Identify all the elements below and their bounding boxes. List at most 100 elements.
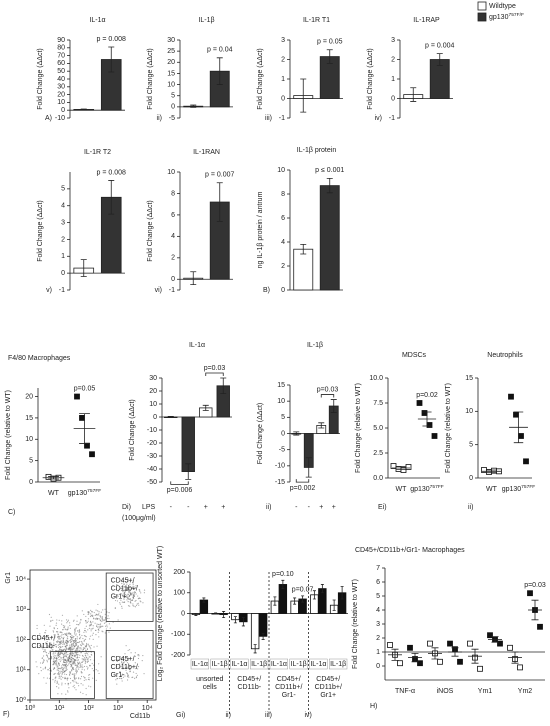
event-dot bbox=[83, 658, 85, 660]
event-dot bbox=[51, 636, 53, 638]
event-dot bbox=[55, 659, 57, 662]
p-value: p=0.03 bbox=[204, 365, 226, 372]
y-tick-label: 5 bbox=[469, 442, 473, 449]
event-dot bbox=[50, 616, 52, 618]
event-dot bbox=[96, 625, 98, 627]
event-dot bbox=[66, 640, 68, 642]
p-value: p = 0.007 bbox=[205, 172, 234, 179]
data-point bbox=[523, 458, 529, 465]
event-dot bbox=[64, 670, 66, 672]
event-dot bbox=[121, 607, 123, 609]
event-dot bbox=[62, 663, 64, 665]
event-dot bbox=[79, 636, 82, 638]
event-dot bbox=[76, 657, 78, 659]
event-dot bbox=[82, 660, 84, 662]
legend-label: gp130757F/F bbox=[489, 12, 524, 21]
data-point bbox=[537, 623, 543, 630]
event-dot bbox=[57, 669, 59, 672]
event-dot bbox=[96, 645, 98, 647]
event-dot bbox=[83, 640, 85, 642]
y-tick-label: 5 bbox=[61, 186, 65, 193]
event-dot bbox=[102, 631, 104, 633]
event-dot bbox=[126, 589, 128, 591]
event-dot bbox=[99, 627, 101, 629]
error-bar bbox=[330, 399, 337, 413]
event-dot bbox=[142, 654, 144, 657]
event-dot bbox=[97, 614, 99, 616]
y-tick-label: 5 bbox=[281, 414, 285, 421]
y-tick-label: 0 bbox=[61, 270, 65, 277]
event-dot bbox=[59, 677, 61, 679]
event-dot bbox=[122, 585, 124, 587]
event-dot bbox=[86, 642, 88, 645]
error-bar bbox=[222, 611, 226, 619]
event-dot bbox=[40, 646, 43, 648]
event-dot bbox=[87, 618, 90, 620]
event-dot bbox=[39, 633, 41, 635]
x-tick-label: gp130757FF bbox=[502, 484, 536, 493]
error-bar bbox=[436, 53, 443, 66]
event-dot bbox=[41, 657, 44, 659]
event-dot bbox=[53, 652, 55, 654]
subcategory-box bbox=[289, 658, 308, 670]
data-point bbox=[407, 644, 413, 651]
y-tick-label: -200 bbox=[171, 652, 185, 659]
event-dot bbox=[107, 615, 109, 617]
legend-swatch bbox=[477, 1, 487, 11]
event-dot bbox=[101, 616, 103, 618]
event-dot bbox=[38, 673, 40, 675]
event-dot bbox=[69, 647, 72, 649]
error-bar bbox=[471, 648, 479, 664]
event-dot bbox=[63, 636, 65, 638]
event-dot bbox=[42, 668, 44, 670]
event-dot bbox=[126, 583, 128, 585]
event-dot bbox=[67, 665, 69, 667]
event-dot bbox=[67, 638, 69, 640]
event-dot bbox=[87, 654, 89, 656]
event-dot bbox=[83, 613, 85, 616]
error-bar bbox=[216, 57, 223, 85]
event-dot bbox=[56, 619, 58, 621]
event-dot bbox=[75, 682, 78, 684]
event-dot bbox=[99, 623, 101, 626]
event-dot bbox=[85, 622, 87, 624]
event-dot bbox=[84, 652, 86, 655]
event-dot bbox=[47, 646, 49, 648]
event-dot bbox=[80, 675, 83, 678]
event-dot bbox=[66, 657, 68, 659]
event-dot bbox=[56, 631, 58, 633]
event-dot bbox=[65, 666, 67, 668]
event-dot bbox=[68, 655, 71, 657]
event-dot bbox=[50, 657, 53, 659]
event-dot bbox=[132, 591, 134, 593]
chart-title: IL-1R T2 bbox=[84, 149, 111, 156]
event-dot bbox=[97, 603, 99, 606]
event-dot bbox=[65, 633, 67, 635]
event-dot bbox=[128, 649, 131, 651]
event-dot bbox=[119, 602, 121, 604]
event-dot bbox=[54, 636, 56, 638]
event-dot bbox=[83, 639, 86, 641]
event-dot bbox=[121, 674, 123, 676]
event-dot bbox=[58, 635, 60, 637]
event-dot bbox=[74, 641, 76, 643]
data-point bbox=[527, 590, 533, 597]
event-dot bbox=[106, 624, 108, 626]
event-dot bbox=[108, 612, 110, 614]
error-bar bbox=[233, 616, 237, 624]
event-dot bbox=[132, 596, 134, 598]
event-dot bbox=[63, 665, 65, 667]
event-dot bbox=[57, 631, 59, 633]
event-dot bbox=[73, 640, 75, 642]
event-dot bbox=[63, 661, 65, 663]
event-dot bbox=[73, 655, 76, 657]
subcategory-box bbox=[329, 658, 348, 670]
event-dot bbox=[60, 635, 62, 637]
event-dot bbox=[65, 619, 68, 621]
data-point bbox=[416, 400, 423, 406]
event-dot bbox=[89, 647, 91, 649]
event-dot bbox=[128, 668, 131, 670]
event-dot bbox=[53, 673, 55, 675]
event-dot bbox=[120, 666, 122, 668]
treatment-row-label: LPS bbox=[142, 504, 156, 511]
